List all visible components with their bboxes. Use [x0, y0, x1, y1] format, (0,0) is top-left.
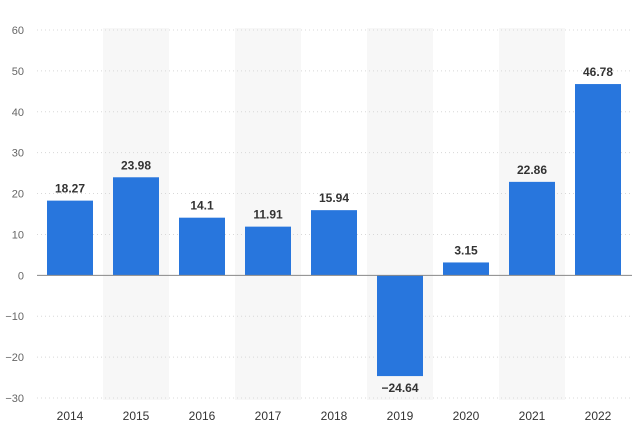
data-label-2016: 14.1 — [190, 199, 214, 213]
bar-2018 — [311, 210, 357, 276]
x-tick-label-2014: 2014 — [57, 409, 84, 423]
x-axis-ticks: 2014 2015 2016 2017 2018 2019 2020 2021 2022 — [57, 409, 612, 423]
x-tick-label-2015: 2015 — [123, 409, 150, 423]
bar-2014 — [47, 200, 93, 276]
y-tick-label: 10 — [12, 229, 24, 241]
data-label-2019: −24.64 — [381, 381, 418, 395]
y-tick-label: −10 — [5, 311, 24, 323]
bar-2021 — [509, 181, 555, 276]
y-tick-label: 40 — [12, 107, 24, 119]
data-label-2015: 23.98 — [121, 158, 151, 172]
background-bands — [103, 28, 565, 400]
y-tick-label: 0 — [18, 270, 24, 282]
bar-2019 — [377, 275, 423, 377]
data-label-2017: 11.91 — [253, 208, 283, 222]
y-tick-label: 50 — [12, 66, 24, 78]
y-tick-label: 30 — [12, 148, 24, 160]
bar-2015 — [113, 177, 159, 276]
y-tick-label: 60 — [12, 25, 24, 37]
data-label-2014: 18.27 — [55, 182, 85, 196]
bar-2016 — [179, 217, 225, 276]
x-tick-label-2022: 2022 — [585, 409, 612, 423]
bar-2022 — [575, 84, 621, 276]
bar-2020 — [443, 262, 489, 276]
x-tick-label-2020: 2020 — [453, 409, 480, 423]
data-label-2020: 3.15 — [454, 243, 478, 257]
data-labels: 18.27 23.98 14.1 11.91 15.94 −24.64 3.15 22.86 4… — [55, 65, 613, 395]
y-tick-label: 20 — [12, 189, 24, 201]
y-tick-label: −30 — [5, 393, 24, 405]
x-tick-label-2021: 2021 — [519, 409, 546, 423]
x-tick-label-2019: 2019 — [387, 409, 414, 423]
x-tick-label-2016: 2016 — [189, 409, 216, 423]
data-label-2018: 15.94 — [319, 191, 349, 205]
bar-2017 — [245, 226, 291, 276]
data-label-2022: 46.78 — [583, 65, 613, 79]
band-2017 — [235, 28, 301, 400]
x-tick-label-2018: 2018 — [321, 409, 348, 423]
bars — [47, 84, 621, 377]
y-tick-label: −20 — [5, 352, 24, 364]
data-label-2021: 22.86 — [517, 163, 547, 177]
x-tick-label-2017: 2017 — [255, 409, 282, 423]
y-axis-ticks: 60 50 40 30 20 10 0 −10 −20 −30 — [5, 25, 24, 405]
